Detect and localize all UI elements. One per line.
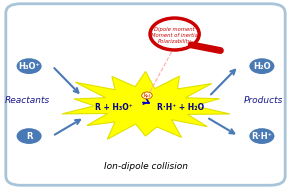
Circle shape (249, 128, 275, 145)
Text: kₚₜ: kₚₜ (143, 93, 151, 98)
Circle shape (142, 92, 152, 99)
Text: R·H⁺: R·H⁺ (251, 132, 272, 141)
Circle shape (16, 58, 42, 75)
Text: R + H₃O⁺: R + H₃O⁺ (95, 103, 132, 112)
Circle shape (150, 18, 199, 50)
Text: Moment of inertia: Moment of inertia (151, 33, 198, 38)
Text: R·H⁺ + H₂O: R·H⁺ + H₂O (157, 103, 204, 112)
Text: H₂O: H₂O (253, 62, 271, 71)
Text: Dipole moment: Dipole moment (154, 27, 195, 32)
Text: Products: Products (244, 96, 283, 105)
Circle shape (249, 58, 275, 75)
Circle shape (16, 128, 42, 145)
Text: Reactants: Reactants (5, 96, 50, 105)
FancyBboxPatch shape (6, 4, 285, 185)
Text: R: R (26, 132, 32, 141)
Text: H₃O⁺: H₃O⁺ (18, 62, 40, 71)
Text: Polarizability: Polarizability (158, 39, 191, 44)
Text: Ion-dipole collision: Ion-dipole collision (104, 162, 187, 171)
Polygon shape (62, 71, 230, 139)
